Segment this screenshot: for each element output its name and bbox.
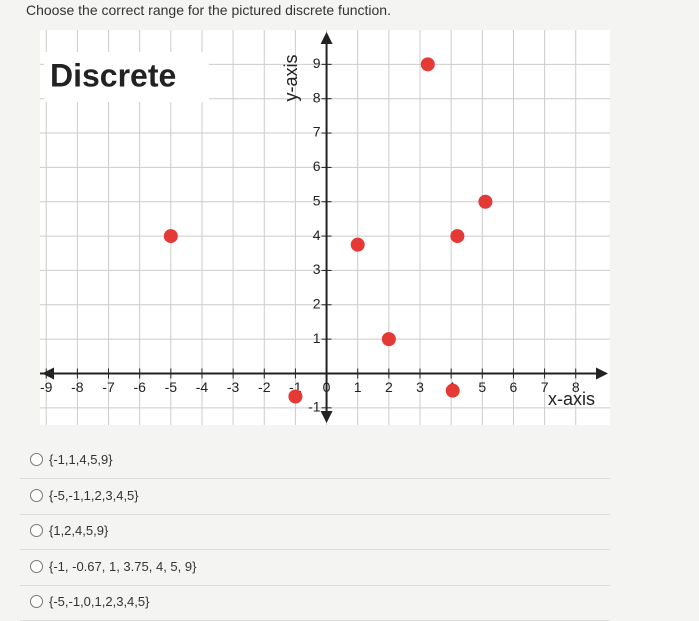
x-tick-label: 2 bbox=[385, 379, 393, 395]
option-text: {1,2,4,5,9} bbox=[49, 523, 109, 538]
point bbox=[420, 57, 435, 72]
x-tick-label: -8 bbox=[71, 379, 84, 395]
x-tick-label: -9 bbox=[40, 379, 53, 395]
point bbox=[478, 194, 493, 209]
x-tick-label: 3 bbox=[416, 379, 424, 395]
y-tick-label: 2 bbox=[313, 295, 321, 311]
y-tick-label: -1 bbox=[308, 399, 321, 415]
radio[interactable] bbox=[30, 524, 43, 537]
option-text: {-1, -0.67, 1, 3.75, 4, 5, 9} bbox=[49, 558, 197, 574]
x-tick-label: 6 bbox=[510, 379, 518, 395]
y-arrow bbox=[320, 32, 333, 44]
y-arrow-down bbox=[320, 411, 333, 423]
separator bbox=[20, 584, 610, 586]
x-tick-label: -4 bbox=[196, 379, 209, 395]
separator bbox=[20, 549, 610, 550]
y-tick-label: 1 bbox=[313, 330, 321, 346]
point bbox=[445, 383, 460, 398]
point bbox=[381, 332, 396, 347]
chart-title: Discrete bbox=[50, 57, 176, 93]
x-tick-label: 5 bbox=[478, 379, 486, 395]
y-tick-label: 6 bbox=[313, 158, 321, 174]
x-tick-label: 7 bbox=[541, 379, 549, 395]
answer-option[interactable]: {-1,1,4,5,9} bbox=[30, 452, 113, 467]
option-text: {-5,-1,0,1,2,3,4,5} bbox=[49, 594, 150, 609]
x-tick-label: -2 bbox=[258, 379, 271, 395]
x-tick-label: -7 bbox=[102, 379, 115, 395]
x-tick-label: -5 bbox=[165, 379, 178, 395]
y-tick-label: 4 bbox=[313, 227, 321, 243]
y-tick-label: 9 bbox=[313, 55, 321, 71]
separator bbox=[20, 478, 610, 479]
point bbox=[450, 229, 465, 244]
chart: Discrete x-axis y-axis -9 -8 -7 -6 -5 -4 -3 -2 -… bbox=[40, 30, 610, 425]
point bbox=[163, 229, 178, 244]
y-tick-label: 8 bbox=[313, 89, 321, 105]
radio[interactable] bbox=[30, 453, 43, 466]
x-tick-label: 1 bbox=[354, 379, 362, 395]
answer-option[interactable]: {-1, -0.67, 1, 3.75, 4, 5, 9} bbox=[30, 559, 196, 574]
option-text: {-1,1,4,5,9} bbox=[49, 452, 113, 467]
y-tick-label: 3 bbox=[313, 261, 321, 277]
point bbox=[288, 389, 303, 404]
separator bbox=[20, 513, 610, 515]
title-bg bbox=[44, 52, 209, 102]
x-tick-label: 8 bbox=[572, 379, 580, 395]
x-tick-label: -3 bbox=[227, 379, 240, 395]
radio[interactable] bbox=[30, 595, 43, 608]
question: Choose the correct range for the picture… bbox=[26, 2, 391, 18]
answer-option[interactable]: {1,2,4,5,9} bbox=[30, 523, 108, 538]
x-tick-label: -6 bbox=[133, 379, 146, 395]
answer-option[interactable]: {-5,-1,1,2,3,4,5} bbox=[30, 488, 139, 503]
point bbox=[350, 237, 365, 252]
y-axis-label: y-axis bbox=[281, 54, 301, 101]
x-arrow-left bbox=[42, 367, 54, 380]
radio[interactable] bbox=[30, 559, 43, 573]
y-tick-label: 5 bbox=[313, 192, 321, 208]
answer-option[interactable]: {-5,-1,0,1,2,3,4,5} bbox=[30, 594, 149, 609]
x-arrow bbox=[596, 367, 608, 380]
option-text: {-5,-1,1,2,3,4,5} bbox=[49, 487, 139, 503]
x-axis-label: x-axis bbox=[548, 389, 595, 409]
radio[interactable] bbox=[30, 488, 43, 502]
y-tick-label: 7 bbox=[313, 124, 321, 140]
